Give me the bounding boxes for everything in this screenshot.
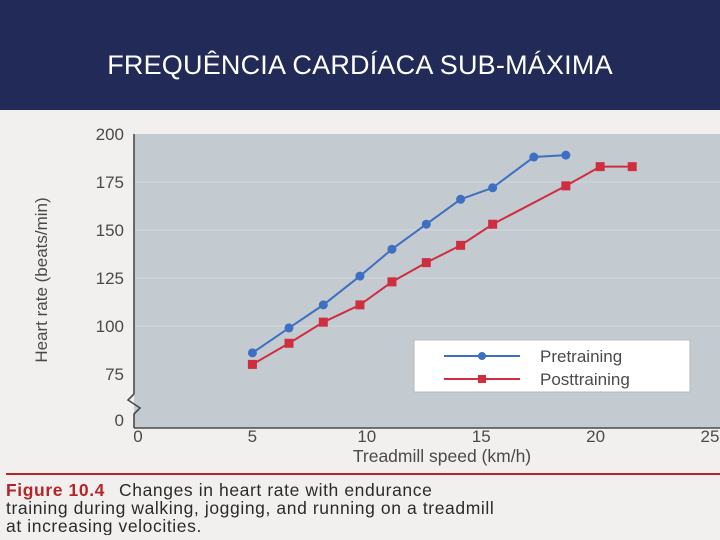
caption-line-2: training during walking, jogging, and ru…	[6, 498, 495, 518]
figure-caption: Figure 10.4 Changes in heart rate with en…	[6, 481, 720, 535]
caption-line-3: at increasing velocities.	[6, 516, 202, 535]
point-pretraining	[456, 194, 466, 204]
caption-rule	[6, 473, 720, 475]
y-tick-label: 200	[96, 125, 124, 144]
point-posttraining	[595, 162, 605, 172]
point-posttraining	[488, 219, 498, 229]
point-pretraining	[488, 183, 498, 193]
legend-posttraining-marker	[478, 375, 486, 383]
caption-text-1: Changes in heart rate with endurance	[119, 481, 433, 500]
point-pretraining	[529, 152, 539, 162]
series-layer	[247, 150, 637, 369]
point-pretraining	[387, 244, 397, 254]
series-line-pretraining	[251, 154, 566, 354]
x-tick-label: 20	[586, 427, 605, 446]
point-posttraining	[355, 300, 365, 310]
y-tick-label: 125	[96, 269, 124, 288]
y-axis-break	[126, 393, 142, 428]
axes	[126, 134, 720, 429]
point-posttraining	[421, 258, 431, 268]
point-posttraining	[456, 240, 466, 250]
point-pretraining	[421, 219, 431, 229]
legend: Pretraining Posttraining	[413, 339, 691, 393]
point-pretraining	[247, 348, 257, 358]
figure-label: Figure 10.4	[6, 481, 105, 500]
y-tick-label: 0	[115, 411, 124, 430]
title-bar: FREQUÊNCIA CARDÍACA SUB-MÁXIMA	[0, 0, 720, 110]
caption-line-1: Figure 10.4 Changes in heart rate with en…	[6, 481, 720, 499]
point-posttraining	[247, 359, 257, 369]
legend-pretraining-label: Pretraining	[540, 347, 622, 366]
x-tick-label: 10	[357, 427, 376, 446]
gridlines	[134, 181, 720, 327]
legend-box	[413, 339, 691, 393]
x-tick-labels: 0 5 10 15 20 25	[133, 427, 719, 446]
point-posttraining	[284, 338, 294, 348]
point-pretraining	[284, 323, 294, 333]
point-posttraining	[318, 317, 328, 327]
point-pretraining	[561, 150, 571, 160]
point-posttraining	[561, 181, 571, 191]
x-axis-label: Treadmill speed (km/h)	[353, 446, 531, 466]
slide-title: FREQUÊNCIA CARDÍACA SUB-MÁXIMA	[107, 50, 613, 80]
y-tick-labels: 200 175 150 125 100 75 0	[96, 125, 124, 430]
x-tick-label: 5	[248, 427, 257, 446]
point-pretraining	[355, 271, 365, 281]
point-posttraining	[627, 162, 637, 172]
x-tick-label: 0	[133, 427, 142, 446]
point-pretraining	[318, 300, 328, 310]
legend-pretraining-marker	[478, 352, 486, 360]
legend-posttraining-label: Posttraining	[540, 370, 630, 389]
x-tick-label: 25	[701, 427, 720, 446]
y-tick-label: 75	[105, 365, 124, 384]
point-posttraining	[387, 277, 397, 287]
y-tick-label: 100	[96, 317, 124, 336]
y-tick-label: 150	[96, 221, 124, 240]
y-axis-label: Heart rate (beats/min)	[32, 197, 51, 362]
x-tick-label: 15	[472, 427, 491, 446]
y-tick-label: 175	[96, 173, 124, 192]
